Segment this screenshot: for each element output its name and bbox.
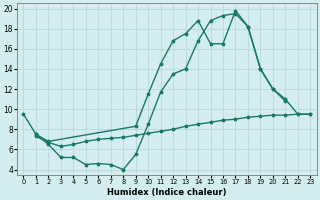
X-axis label: Humidex (Indice chaleur): Humidex (Indice chaleur) (107, 188, 227, 197)
